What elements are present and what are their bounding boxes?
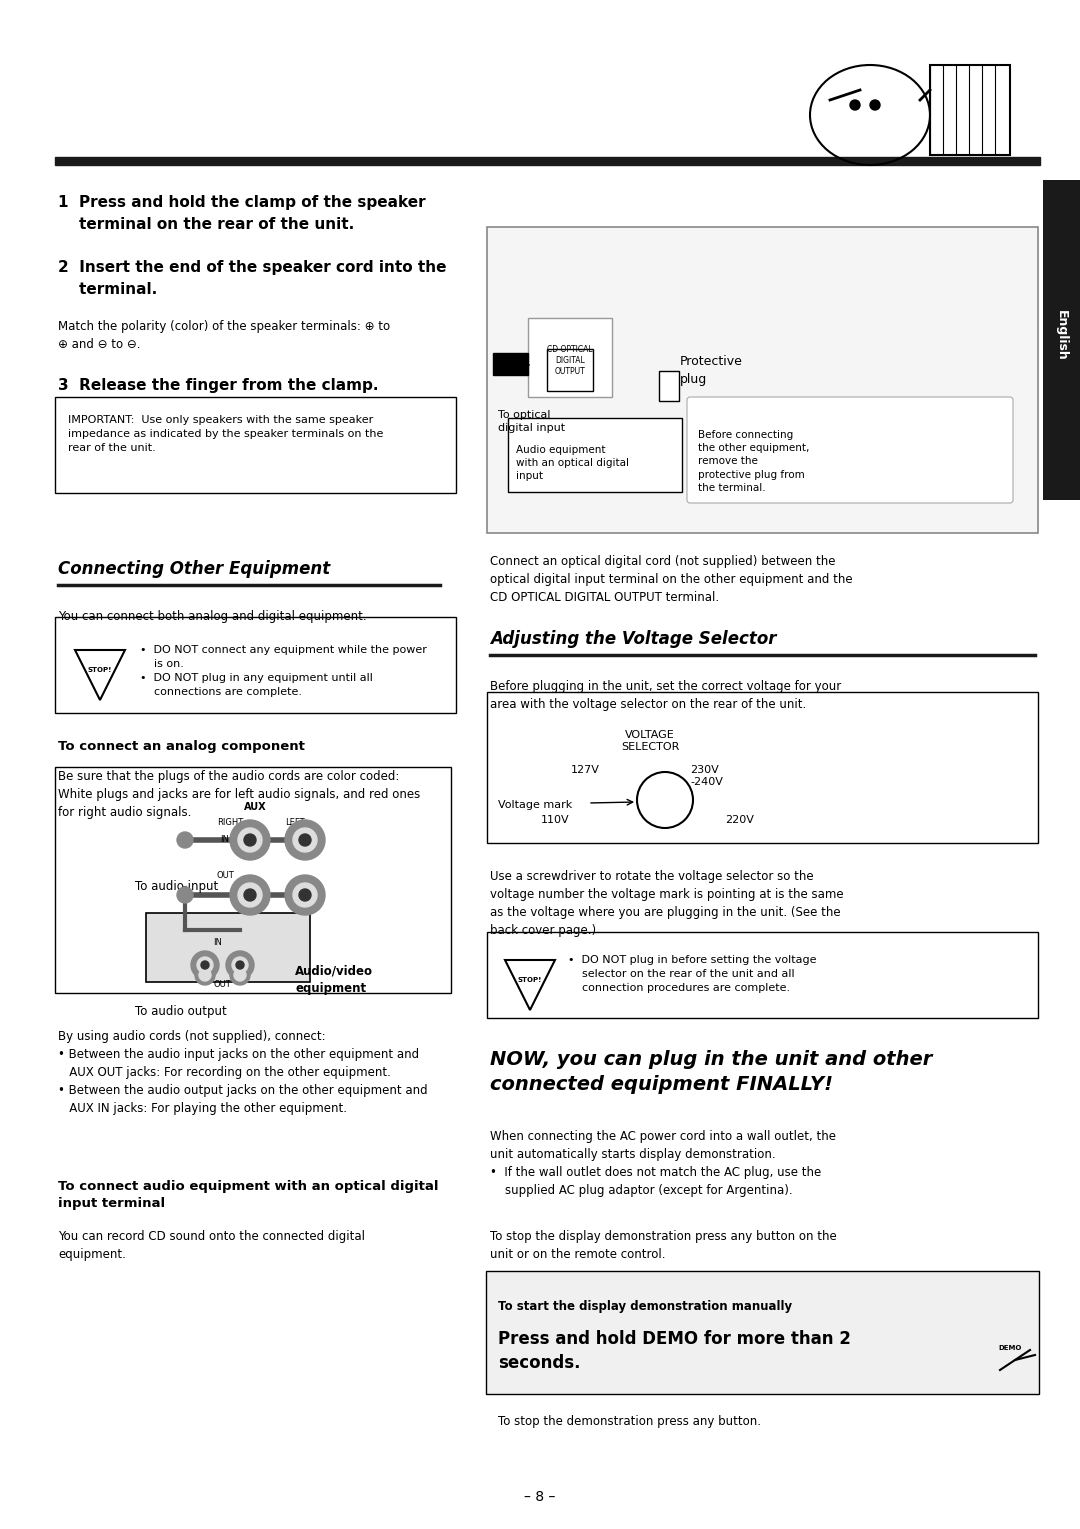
Text: – 8 –: – 8 – — [524, 1489, 556, 1505]
Text: Before connecting
the other equipment,
remove the
protective plug from
the termi: Before connecting the other equipment, r… — [698, 430, 809, 492]
FancyBboxPatch shape — [55, 398, 456, 492]
Text: NOW, you can plug in the unit and other
connected equipment FINALLY!: NOW, you can plug in the unit and other … — [490, 1050, 932, 1095]
Circle shape — [191, 951, 219, 979]
Text: 127V: 127V — [571, 764, 600, 775]
Text: IN: IN — [213, 937, 221, 946]
Circle shape — [238, 884, 262, 907]
Circle shape — [285, 875, 325, 914]
Circle shape — [244, 888, 256, 901]
FancyBboxPatch shape — [659, 372, 679, 401]
Text: OUT: OUT — [216, 872, 234, 881]
Text: To audio output: To audio output — [135, 1005, 227, 1018]
Text: •  DO NOT connect any equipment while the power
    is on.: • DO NOT connect any equipment while the… — [140, 645, 427, 670]
Text: To connect audio equipment with an optical digital
input terminal: To connect audio equipment with an optic… — [58, 1180, 438, 1209]
Circle shape — [299, 833, 311, 846]
Text: To stop the display demonstration press any button on the
unit or on the remote : To stop the display demonstration press … — [490, 1229, 837, 1261]
Circle shape — [230, 820, 270, 859]
FancyBboxPatch shape — [1043, 180, 1080, 500]
Circle shape — [197, 957, 213, 972]
Text: You can connect both analog and digital equipment.: You can connect both analog and digital … — [58, 610, 366, 622]
Text: Voltage mark: Voltage mark — [498, 800, 572, 810]
Bar — [492, 353, 528, 375]
Text: 220V: 220V — [726, 815, 755, 826]
Text: Audio equipment
with an optical digital
input: Audio equipment with an optical digital … — [516, 445, 629, 482]
FancyBboxPatch shape — [55, 768, 451, 992]
Text: By using audio cords (not supplied), connect:
• Between the audio input jacks on: By using audio cords (not supplied), con… — [58, 1031, 428, 1115]
Text: Adjusting the Voltage Selector: Adjusting the Voltage Selector — [490, 630, 777, 648]
Text: To connect an analog component: To connect an analog component — [58, 740, 305, 752]
Text: DEMO: DEMO — [998, 1346, 1022, 1352]
Circle shape — [230, 965, 249, 985]
Text: STOP!: STOP! — [517, 977, 542, 983]
Text: STOP!: STOP! — [87, 667, 112, 673]
Circle shape — [293, 884, 318, 907]
FancyBboxPatch shape — [55, 618, 456, 713]
Circle shape — [226, 951, 254, 979]
Circle shape — [199, 969, 211, 982]
Text: English: English — [1055, 310, 1068, 361]
Text: Audio/video
equipment: Audio/video equipment — [295, 965, 373, 995]
Text: •  DO NOT plug in any equipment until all
    connections are complete.: • DO NOT plug in any equipment until all… — [140, 673, 373, 697]
Text: Protective
plug: Protective plug — [680, 355, 743, 385]
Text: IN: IN — [220, 835, 229, 844]
FancyBboxPatch shape — [508, 417, 681, 492]
Text: Before plugging in the unit, set the correct voltage for your
area with the volt: Before plugging in the unit, set the cor… — [490, 680, 841, 711]
FancyBboxPatch shape — [546, 349, 593, 391]
Text: VOLTAGE
SELECTOR: VOLTAGE SELECTOR — [621, 729, 679, 752]
Circle shape — [637, 772, 693, 829]
Text: You can record CD sound onto the connected digital
equipment.: You can record CD sound onto the connect… — [58, 1229, 365, 1261]
Text: Press and hold DEMO for more than 2
seconds.: Press and hold DEMO for more than 2 seco… — [498, 1330, 851, 1372]
Circle shape — [293, 829, 318, 852]
Text: To optical
digital input: To optical digital input — [498, 410, 565, 433]
Polygon shape — [75, 650, 125, 700]
Circle shape — [234, 969, 246, 982]
Circle shape — [232, 832, 248, 849]
Text: When connecting the AC power cord into a wall outlet, the
unit automatically sta: When connecting the AC power cord into a… — [490, 1130, 836, 1197]
Text: IMPORTANT:  Use only speakers with the same speaker
impedance as indicated by th: IMPORTANT: Use only speakers with the sa… — [68, 414, 383, 453]
Text: OUT: OUT — [213, 980, 231, 989]
FancyBboxPatch shape — [146, 913, 310, 982]
Circle shape — [232, 957, 248, 972]
Circle shape — [195, 965, 215, 985]
Circle shape — [237, 962, 244, 969]
Text: RIGHT: RIGHT — [217, 818, 243, 827]
Circle shape — [230, 875, 270, 914]
Circle shape — [201, 962, 210, 969]
FancyBboxPatch shape — [528, 318, 612, 398]
Text: LEFT: LEFT — [285, 818, 305, 827]
Circle shape — [244, 833, 256, 846]
Text: Connect an optical digital cord (not supplied) between the
optical digital input: Connect an optical digital cord (not sup… — [490, 555, 852, 604]
Circle shape — [238, 829, 262, 852]
FancyBboxPatch shape — [687, 398, 1013, 503]
Text: Connecting Other Equipment: Connecting Other Equipment — [58, 560, 330, 578]
Circle shape — [850, 99, 860, 110]
Text: AUX: AUX — [244, 803, 267, 812]
Text: Match the polarity (color) of the speaker terminals: ⊕ to
⊕ and ⊖ to ⊖.: Match the polarity (color) of the speake… — [58, 320, 390, 352]
FancyBboxPatch shape — [487, 693, 1038, 842]
Circle shape — [299, 888, 311, 901]
Text: CD OPTICAL
DIGITAL
OUTPUT: CD OPTICAL DIGITAL OUTPUT — [548, 346, 593, 376]
Text: 110V: 110V — [541, 815, 569, 826]
Circle shape — [232, 887, 248, 904]
Text: To start the display demonstration manually: To start the display demonstration manua… — [498, 1300, 792, 1313]
Text: 3  Release the finger from the clamp.: 3 Release the finger from the clamp. — [58, 378, 378, 393]
Text: 230V
-240V: 230V -240V — [690, 764, 723, 786]
Polygon shape — [505, 960, 555, 1011]
Bar — [55, 157, 1040, 165]
Text: 2  Insert the end of the speaker cord into the
    terminal.: 2 Insert the end of the speaker cord int… — [58, 260, 446, 297]
Text: To audio input: To audio input — [135, 881, 218, 893]
FancyBboxPatch shape — [487, 933, 1038, 1018]
Text: •  DO NOT plug in before setting the voltage
    selector on the rear of the uni: • DO NOT plug in before setting the volt… — [568, 956, 816, 992]
Text: Be sure that the plugs of the audio cords are color coded:
White plugs and jacks: Be sure that the plugs of the audio cord… — [58, 771, 420, 820]
FancyBboxPatch shape — [486, 1271, 1039, 1394]
Circle shape — [285, 820, 325, 859]
Text: Use a screwdriver to rotate the voltage selector so the
voltage number the volta: Use a screwdriver to rotate the voltage … — [490, 870, 843, 937]
Text: To stop the demonstration press any button.: To stop the demonstration press any butt… — [498, 1414, 761, 1428]
Circle shape — [870, 99, 880, 110]
Circle shape — [177, 887, 193, 904]
Circle shape — [177, 832, 193, 849]
Text: 1  Press and hold the clamp of the speaker
    terminal on the rear of the unit.: 1 Press and hold the clamp of the speake… — [58, 196, 426, 232]
FancyBboxPatch shape — [487, 226, 1038, 534]
Bar — [930, 66, 1010, 154]
